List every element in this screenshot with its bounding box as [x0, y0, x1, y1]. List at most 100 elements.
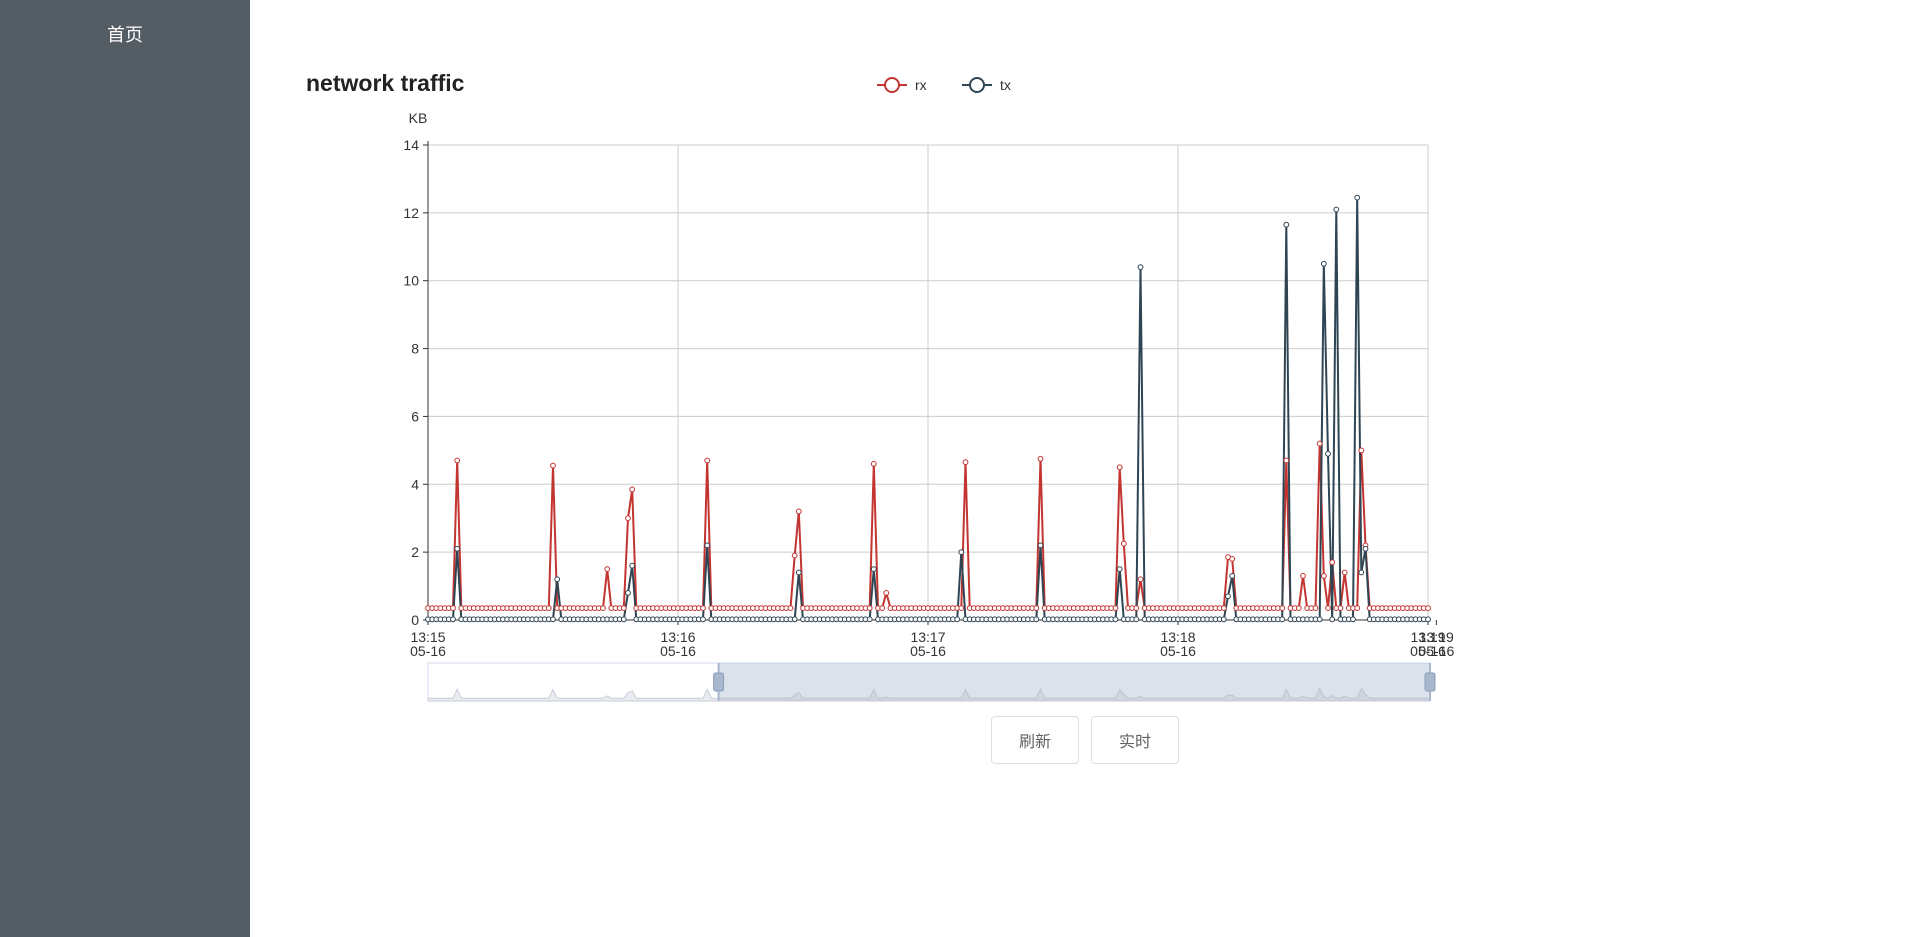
data-point-tx — [1283, 221, 1290, 228]
data-point-rx — [1325, 605, 1331, 611]
legend-symbol-rx — [884, 77, 900, 93]
network-traffic-chart: 0246810121413:1505-1613:1605-1613:1705-1… — [403, 77, 1454, 702]
data-point-rx — [704, 457, 711, 464]
data-point-rx — [1037, 455, 1044, 462]
realtime-button[interactable]: 实时 — [1091, 716, 1179, 764]
data-point-tx — [1037, 542, 1044, 549]
data-point-rx — [600, 605, 606, 611]
y-tick-label: 10 — [403, 273, 419, 289]
data-point-rx — [1229, 556, 1236, 562]
data-point-tx — [866, 616, 873, 623]
x-tick-label-date: 05-16 — [1160, 643, 1196, 659]
data-point-rx — [1295, 605, 1302, 611]
data-point-tx — [1354, 194, 1361, 201]
data-point-rx — [629, 486, 636, 493]
data-point-tx — [1350, 616, 1356, 623]
data-point-tx — [550, 616, 556, 623]
data-point-rx — [604, 566, 611, 572]
data-point-tx — [1425, 616, 1431, 623]
data-point-rx — [1354, 605, 1361, 611]
data-point-rx — [1120, 540, 1127, 547]
data-point-tx — [1112, 616, 1119, 623]
zoom-preview-area — [427, 687, 1429, 702]
data-point-rx — [700, 605, 706, 611]
data-point-tx — [791, 616, 798, 623]
x-tick-label-time: 13:18 — [1160, 629, 1195, 645]
data-point-rx — [454, 457, 461, 464]
data-point-rx — [1033, 605, 1040, 611]
data-point-rx — [545, 605, 552, 611]
data-point-tx — [454, 545, 461, 552]
data-point-tx — [1329, 616, 1336, 623]
x-tick-label-time: 13:19 — [1419, 629, 1454, 645]
x-tick-label-date: 05-16 — [1418, 643, 1454, 659]
data-point-rx — [1341, 569, 1348, 576]
data-point-rx — [1329, 559, 1336, 566]
data-point-rx — [1337, 605, 1344, 611]
data-point-rx — [450, 605, 456, 611]
data-point-rx — [1112, 605, 1119, 611]
data-point-rx — [958, 605, 965, 611]
data-point-rx — [879, 605, 886, 611]
data-point-tx — [620, 616, 627, 623]
legend-label-tx: tx — [1000, 77, 1011, 93]
data-point-rx — [1312, 605, 1319, 611]
data-point-rx — [1220, 605, 1227, 611]
chart-title: network traffic — [306, 70, 465, 96]
y-tick-label: 12 — [403, 205, 419, 221]
data-point-rx — [1358, 447, 1365, 454]
data-point-tx — [1137, 264, 1144, 271]
x-tick-label-date: 05-16 — [660, 643, 696, 659]
legend-symbol-tx — [969, 77, 985, 93]
data-point-rx — [870, 461, 877, 467]
data-point-tx — [625, 590, 631, 596]
data-point-rx — [1425, 605, 1431, 611]
data-point-tx — [450, 616, 456, 623]
zoom-selected-range — [718, 663, 1430, 701]
data-point-tx — [795, 569, 802, 576]
data-point-tx — [954, 616, 961, 623]
data-point-tx — [1362, 545, 1369, 552]
data-point-tx — [704, 542, 711, 549]
data-point-rx — [1316, 440, 1323, 447]
y-axis-label: KB — [409, 110, 428, 126]
data-point-rx — [1300, 573, 1306, 579]
refresh-button[interactable]: 刷新 — [991, 716, 1079, 764]
data-point-tx — [958, 549, 965, 555]
data-point-tx — [554, 576, 561, 583]
data-point-tx — [1358, 569, 1365, 576]
data-point-rx — [1283, 457, 1290, 464]
data-point-tx — [1279, 616, 1286, 623]
data-point-tx — [700, 616, 706, 623]
data-point-tx — [1133, 616, 1140, 623]
zoom-handle-right — [1424, 672, 1436, 692]
data-point-rx — [1320, 573, 1327, 579]
data-point-rx — [550, 462, 556, 469]
data-point-tx — [1325, 450, 1331, 457]
data-point-rx — [795, 508, 802, 515]
y-tick-label: 8 — [411, 341, 419, 357]
data-point-tx — [1116, 566, 1123, 572]
sidebar-item-home[interactable]: 首页 — [107, 25, 143, 45]
x-tick-label-date: 05-16 — [910, 643, 946, 659]
data-point-rx — [791, 552, 798, 559]
data-point-rx — [962, 459, 969, 466]
y-tick-label: 4 — [411, 476, 419, 492]
data-point-rx — [1137, 576, 1144, 583]
x-tick-label-time: 13:19 — [1410, 629, 1445, 645]
data-point-tx — [1225, 593, 1231, 600]
main-content: network traffic 0 2 4 6 8 10 12 14 13:15 05-16 13:… — [250, 0, 1920, 937]
data-point-tx — [1220, 616, 1227, 623]
x-tick-label-date: 05-16 — [410, 643, 446, 659]
data-point-tx — [1316, 616, 1323, 623]
x-tick-label-time: 13:16 — [660, 629, 695, 645]
sidebar: 首页 — [0, 0, 250, 937]
data-point-tx — [1229, 573, 1236, 579]
data-point-rx — [620, 605, 627, 611]
zoom-handle-left — [713, 672, 725, 692]
data-point-tx — [870, 566, 877, 572]
data-point-tx — [1033, 616, 1040, 623]
data-point-rx — [866, 605, 873, 611]
y-tick-label: 6 — [411, 408, 419, 424]
data-point-tx — [1333, 206, 1340, 213]
